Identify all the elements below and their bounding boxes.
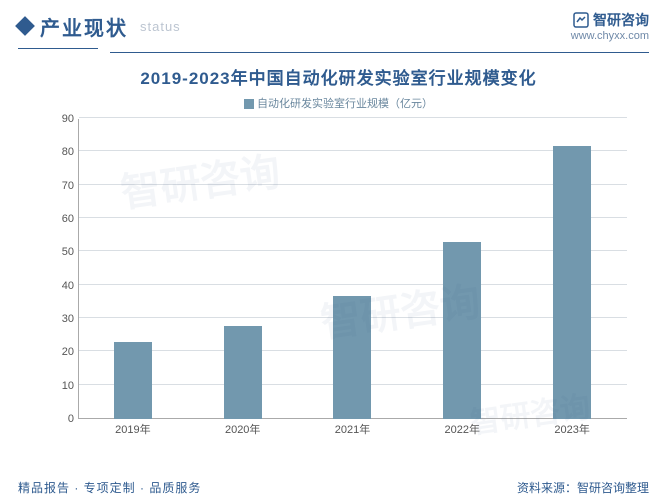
y-tick: 70 <box>50 180 74 192</box>
bar <box>443 242 481 419</box>
y-tick: 50 <box>50 246 74 258</box>
bars <box>78 119 627 419</box>
chart-legend: 自动化研发实验室行业规模（亿元） <box>40 95 637 111</box>
legend-label: 自动化研发实验室行业规模（亿元） <box>257 98 433 110</box>
x-label: 2023年 <box>517 421 627 437</box>
bar <box>224 326 262 419</box>
brand-logo-icon <box>573 12 589 28</box>
y-tick: 0 <box>50 413 74 425</box>
bar <box>553 146 591 419</box>
divider-accent <box>18 48 98 49</box>
header-left: 产业现状 status <box>18 12 181 41</box>
x-axis-labels: 2019年2020年2021年2022年2023年 <box>78 421 627 437</box>
y-tick: 80 <box>50 146 74 158</box>
brand-name: 智研咨询 <box>593 10 649 30</box>
bar-slot <box>78 119 188 419</box>
y-tick: 20 <box>50 346 74 358</box>
brand-url: www.chyxx.com <box>571 30 649 42</box>
header-brand: 智研咨询 www.chyxx.com <box>571 10 649 42</box>
header-diamond-icon <box>15 16 35 36</box>
y-tick: 30 <box>50 313 74 325</box>
bar-slot <box>407 119 517 419</box>
bar-slot <box>298 119 408 419</box>
bar-slot <box>188 119 298 419</box>
bar-slot <box>517 119 627 419</box>
legend-swatch-icon <box>244 99 254 109</box>
y-axis: 0102030405060708090 <box>50 119 74 419</box>
bar <box>333 296 371 419</box>
y-tick: 40 <box>50 280 74 292</box>
y-tick: 60 <box>50 213 74 225</box>
grid-line <box>79 117 627 118</box>
x-label: 2020年 <box>188 421 298 437</box>
x-label: 2019年 <box>78 421 188 437</box>
header: 产业现状 status 智研咨询 www.chyxx.com <box>0 0 667 46</box>
y-tick: 90 <box>50 113 74 125</box>
footer-left: 精品报告 · 专项定制 · 品质服务 <box>18 479 201 496</box>
plot: 0102030405060708090 2019年2020年2021年2022年… <box>50 119 627 449</box>
footer-right: 资料来源：智研咨询整理 <box>517 479 649 496</box>
footer: 精品报告 · 专项定制 · 品质服务 资料来源：智研咨询整理 <box>0 479 667 496</box>
x-label: 2022年 <box>407 421 517 437</box>
y-tick: 10 <box>50 380 74 392</box>
x-label: 2021年 <box>298 421 408 437</box>
chart-area: 2019-2023年中国自动化研发实验室行业规模变化 自动化研发实验室行业规模（… <box>0 52 667 449</box>
bar <box>114 342 152 419</box>
header-title: 产业现状 <box>40 12 128 41</box>
header-subtitle: status <box>140 19 181 34</box>
chart-title: 2019-2023年中国自动化研发实验室行业规模变化 <box>40 64 637 89</box>
